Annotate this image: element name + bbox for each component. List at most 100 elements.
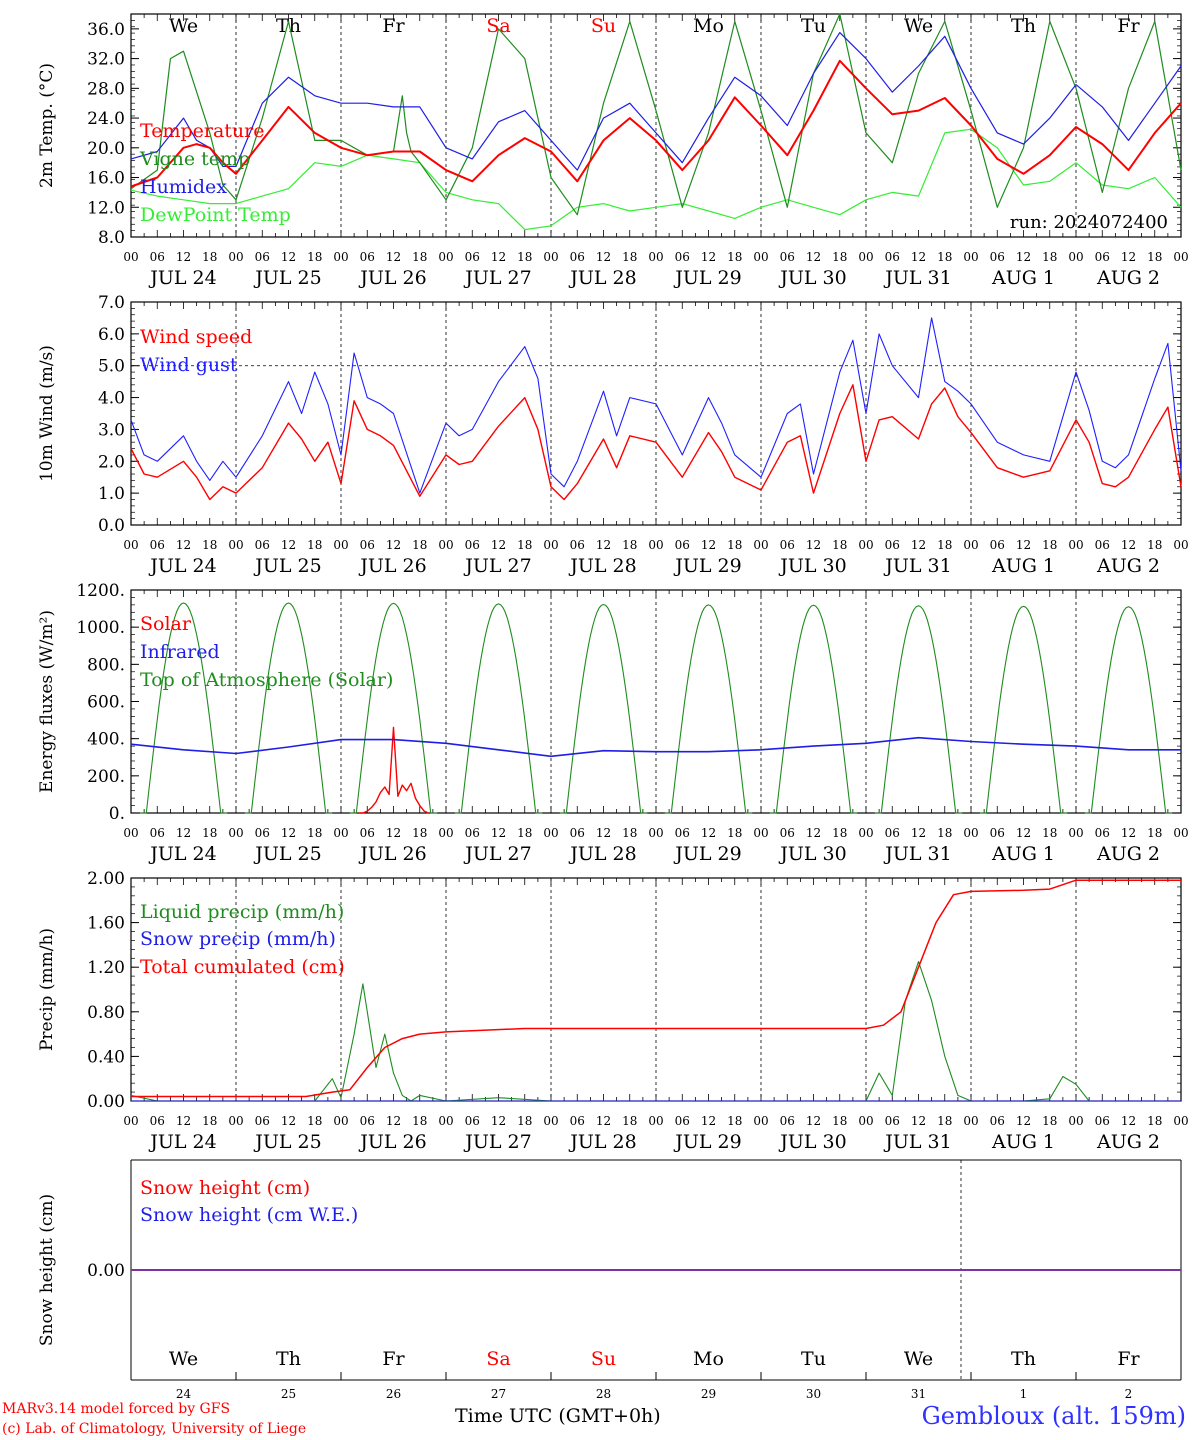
weekday-label: We [169,15,198,37]
date-label: JUL 28 [568,267,636,289]
hour-tick-label: 18 [832,538,847,552]
series-line-2 [130,31,1182,171]
hour-tick-label: 06 [570,538,585,552]
hour-tick-label: 00 [438,250,453,264]
hour-tick-label: 00 [1173,826,1188,840]
y-axis-label: 2m Temp. (°C) [37,63,57,188]
hour-tick-label: 18 [937,250,952,264]
weekday-label: Su [591,15,616,37]
hour-tick-label: 06 [675,826,690,840]
hour-tick-label: 00 [963,250,978,264]
date-label: JUL 31 [883,843,951,865]
hour-tick-label: 12 [386,250,401,264]
date-label: JUL 27 [463,267,531,289]
y-tick-label: 200. [87,767,125,787]
y-tick-label: 28.0 [87,79,125,99]
hour-tick-label: 00 [858,538,873,552]
y-tick-label: 32.0 [87,50,125,70]
hour-tick-label: 06 [255,826,270,840]
legend-entry: Humidex [140,176,227,198]
hour-tick-label: 06 [780,538,795,552]
hour-tick-label: 06 [675,1114,690,1128]
date-label: AUG 2 [1096,843,1160,865]
hour-tick-label: 18 [832,826,847,840]
y-tick-label: 400. [87,730,125,750]
hour-tick-label: 18 [412,538,427,552]
date-label: JUL 28 [568,555,636,577]
hour-tick-label: 12 [281,250,296,264]
hour-tick-label: 00 [753,538,768,552]
hour-tick-label: 18 [307,826,322,840]
hour-tick-label: 18 [832,1114,847,1128]
hour-tick-label: 00 [1173,250,1188,264]
y-axis-label: Snow height (cm) [37,1194,57,1346]
hour-tick-label: 18 [412,826,427,840]
hour-tick-label: 06 [1095,538,1110,552]
hour-tick-label: 00 [648,1114,663,1128]
hour-tick-label: 12 [1016,538,1031,552]
weekday-label: Fr [1117,1348,1140,1370]
y-tick-label: 0.0 [98,516,125,536]
date-label: JUL 29 [673,267,741,289]
y-tick-label: 7.0 [98,293,125,313]
hour-tick-label: 18 [622,1114,637,1128]
panel-frame-3 [130,589,1182,814]
hour-tick-label: 00 [543,826,558,840]
hour-tick-label: 12 [176,250,191,264]
date-label: AUG 1 [991,555,1055,577]
legend-entry: Vigne temp [139,148,250,170]
hour-tick-label: 06 [360,538,375,552]
hour-tick-label: 12 [701,538,716,552]
hour-tick-label: 00 [1173,538,1188,552]
date-label: JUL 29 [673,843,741,865]
hour-tick-label: 00 [228,826,243,840]
hour-tick-label: 06 [255,1114,270,1128]
hour-tick-label: 12 [701,250,716,264]
hour-tick-label: 00 [1068,826,1083,840]
toa-arch [244,602,333,814]
weekday-label: We [904,1348,933,1370]
hour-tick-label: 00 [1068,538,1083,552]
hour-tick-label: 12 [596,538,611,552]
hour-tick-label: 06 [780,826,795,840]
hour-tick-label: 06 [570,1114,585,1128]
hour-tick-label: 18 [202,826,217,840]
y-tick-label: 1.60 [87,914,125,934]
hour-tick-label: 06 [990,538,1005,552]
y-tick-label: 0.00 [87,1092,125,1112]
y-tick-label: 3.0 [98,420,125,440]
day-number-label: 29 [701,1387,716,1401]
toa-arch [664,604,753,814]
y-tick-label: 0.40 [87,1047,125,1067]
hour-tick-label: 00 [1068,1114,1083,1128]
hour-tick-label: 18 [307,538,322,552]
date-label: JUL 26 [358,267,426,289]
hour-tick-label: 00 [333,538,348,552]
date-label: JUL 26 [358,555,426,577]
hour-tick-label: 06 [675,538,690,552]
hour-tick-label: 18 [622,250,637,264]
hour-tick-label: 00 [333,1114,348,1128]
hour-tick-label: 18 [412,250,427,264]
hour-tick-label: 12 [1121,538,1136,552]
date-label: AUG 2 [1096,1131,1160,1153]
weekday-label: Fr [1117,15,1140,37]
date-label: JUL 28 [568,843,636,865]
hour-tick-label: 00 [963,826,978,840]
weekday-label: Tu [801,15,826,37]
hour-tick-label: 18 [1147,826,1162,840]
y-tick-label: 24.0 [87,109,125,129]
weekday-label: Fr [382,1348,405,1370]
hour-tick-label: 00 [1068,250,1083,264]
hour-tick-label: 00 [228,538,243,552]
hour-tick-label: 00 [543,538,558,552]
hour-tick-label: 18 [202,538,217,552]
hour-tick-label: 18 [937,826,952,840]
date-label: JUL 24 [148,267,216,289]
weekday-label: Th [276,1348,301,1370]
credit-line-2: (c) Lab. of Climatology, University of L… [2,1421,307,1437]
date-label: AUG 1 [991,843,1055,865]
date-label: JUL 25 [253,1131,321,1153]
toa-arch [559,603,648,814]
hour-tick-label: 06 [150,538,165,552]
